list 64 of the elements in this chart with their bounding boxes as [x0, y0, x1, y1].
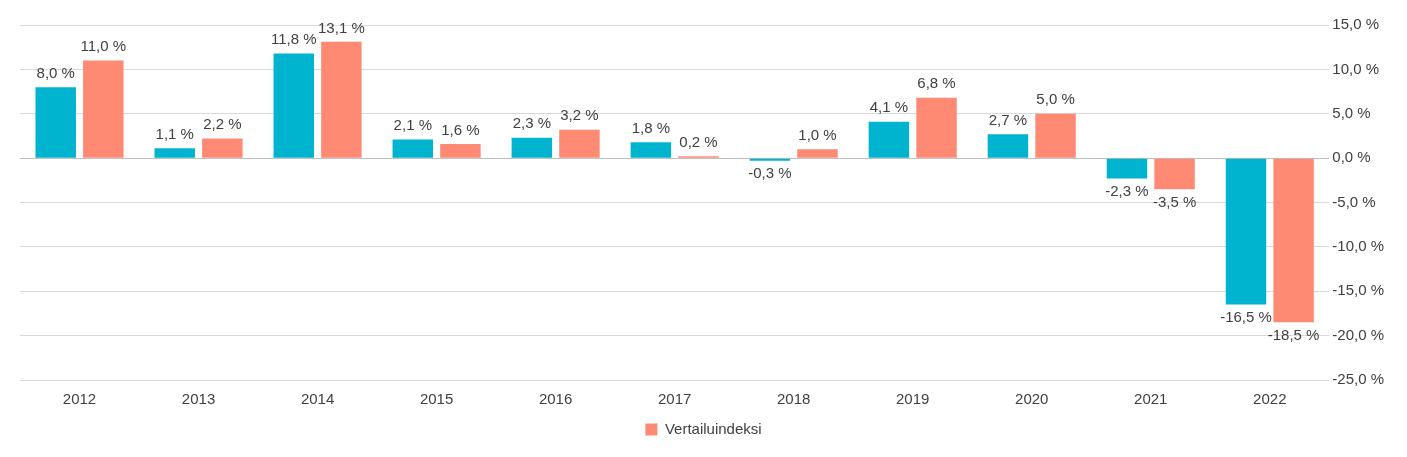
bar — [1106, 158, 1148, 179]
bar — [273, 53, 314, 158]
bar — [202, 138, 243, 158]
y-tick-label: 15,0 % — [1332, 15, 1380, 33]
data-label: -3,5 % — [1152, 192, 1197, 210]
data-label: 6,8 % — [917, 74, 956, 92]
y-tick-label: -5,0 % — [1332, 192, 1376, 210]
data-label: 2,1 % — [393, 116, 432, 134]
x-tick-label: 2019 — [896, 390, 930, 408]
y-tick-label: -25,0 % — [1332, 370, 1385, 388]
bar — [797, 149, 838, 158]
bar — [83, 60, 124, 158]
data-label: 2,3 % — [512, 114, 551, 132]
bar — [392, 139, 434, 158]
data-label: 5,0 % — [1036, 90, 1075, 108]
data-label: 1,6 % — [441, 120, 480, 138]
y-tick-label: 5,0 % — [1332, 103, 1371, 121]
bar — [154, 148, 195, 158]
y-tick-label: 10,0 % — [1332, 59, 1380, 77]
bar — [1273, 158, 1314, 323]
bar — [630, 142, 672, 158]
data-label: 11,0 % — [80, 37, 127, 55]
y-tick-label: -15,0 % — [1332, 281, 1385, 299]
bar — [1225, 158, 1267, 305]
data-label: -18,5 % — [1267, 325, 1320, 343]
y-tick-label: -10,0 % — [1332, 237, 1385, 255]
data-label: 11,8 % — [270, 30, 317, 48]
bar — [35, 87, 76, 158]
x-tick-label: 2012 — [62, 390, 97, 408]
data-label: -0,3 % — [748, 164, 792, 182]
data-label: -16,5 % — [1220, 308, 1272, 326]
x-tick-label: 2017 — [657, 390, 692, 408]
x-tick-label: 2020 — [1015, 390, 1049, 408]
x-tick-label: 2016 — [538, 390, 573, 408]
bar — [511, 137, 553, 158]
data-label: 1,8 % — [631, 118, 671, 136]
bar — [440, 143, 481, 158]
data-label: 1,1 % — [155, 125, 194, 142]
data-label: 8,0 % — [36, 63, 75, 81]
y-tick-label: -20,0 % — [1332, 325, 1385, 343]
data-label: -2,3 % — [1105, 182, 1149, 200]
x-tick-label: 2013 — [181, 390, 216, 408]
x-tick-label: 2018 — [776, 390, 811, 408]
bar — [321, 41, 362, 158]
x-tick-label: 2015 — [419, 390, 454, 408]
data-label: 4,1 % — [869, 98, 909, 116]
x-tick-label: 2021 — [1134, 390, 1168, 408]
data-label: 13,1 % — [318, 18, 365, 36]
bar — [868, 121, 910, 158]
bar — [749, 158, 791, 161]
data-label: 0,2 % — [679, 132, 718, 150]
legend-label: Vertailuindeksi — [664, 419, 762, 437]
bar — [987, 134, 1029, 158]
bar — [1154, 158, 1195, 190]
bar — [916, 97, 957, 158]
x-tick-label: 2014 — [300, 390, 335, 408]
data-label: 1,0 % — [798, 125, 837, 143]
bar — [1035, 113, 1076, 158]
x-tick-label: 2022 — [1253, 390, 1287, 408]
data-label: 3,2 % — [560, 106, 599, 124]
bar — [559, 129, 600, 158]
data-label: 2,7 % — [988, 110, 1028, 128]
y-tick-label: 0,0 % — [1332, 148, 1371, 166]
data-label: 2,2 % — [203, 115, 242, 133]
